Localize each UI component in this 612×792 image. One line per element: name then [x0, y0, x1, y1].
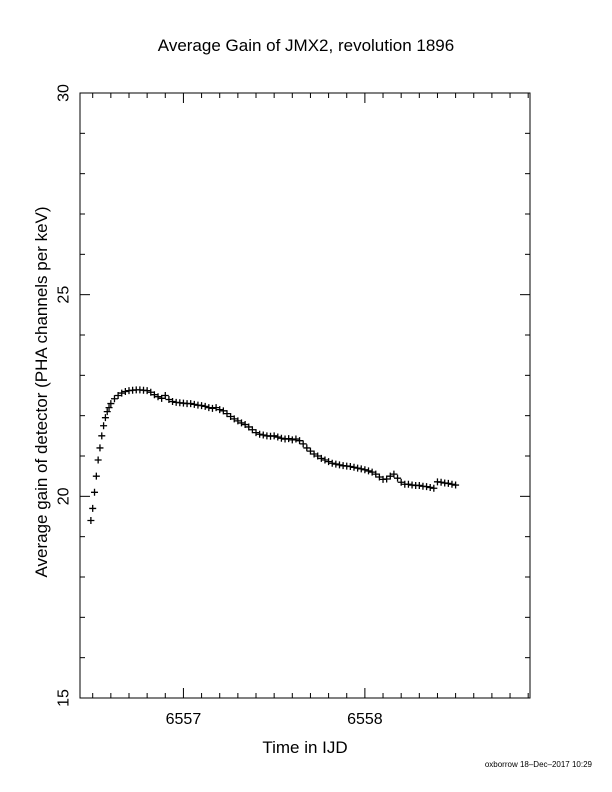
y-tick-label: 30	[56, 84, 73, 102]
data-point	[212, 404, 220, 412]
data-point	[143, 387, 151, 395]
data-point	[256, 430, 264, 438]
data-point	[328, 459, 336, 467]
data-point	[100, 422, 108, 430]
data-point	[383, 475, 391, 483]
data-point	[292, 435, 300, 443]
data-point	[325, 458, 333, 466]
data-point	[248, 426, 256, 434]
data-point	[332, 460, 340, 468]
data-point	[303, 444, 311, 452]
data-point	[89, 504, 97, 512]
data-point	[110, 395, 118, 403]
data-point	[372, 470, 380, 478]
data-point	[274, 433, 282, 441]
data-point	[357, 465, 365, 473]
data-point	[92, 472, 100, 480]
data-point	[448, 480, 456, 488]
data-point	[107, 400, 115, 408]
data-point	[426, 483, 434, 491]
data-point	[317, 454, 325, 462]
data-point	[299, 440, 307, 448]
data-point	[394, 474, 402, 482]
data-point	[219, 407, 227, 415]
data-point	[208, 404, 216, 412]
data-point	[237, 419, 245, 427]
y-tick-label: 25	[56, 286, 73, 304]
data-point	[165, 396, 173, 404]
data-point	[270, 432, 278, 440]
data-point	[415, 481, 423, 489]
data-point	[101, 414, 109, 422]
data-point	[437, 478, 445, 486]
x-tick-label: 6557	[166, 711, 202, 728]
data-point	[91, 488, 99, 496]
data-point	[444, 479, 452, 487]
tick-labels: 6557 6558 15 20 25 30	[56, 84, 383, 728]
data-point	[259, 431, 267, 439]
data-point	[386, 472, 394, 480]
data-point	[234, 417, 242, 425]
data-point	[105, 404, 113, 412]
data-point	[397, 478, 405, 486]
y-tick-label: 15	[56, 689, 73, 707]
data-point	[375, 473, 383, 481]
data-point	[321, 456, 329, 464]
data-point	[154, 393, 162, 401]
data-point	[230, 415, 238, 423]
data-points	[87, 386, 460, 525]
data-point	[158, 394, 166, 402]
data-point	[187, 400, 195, 408]
data-point	[216, 406, 224, 414]
data-point	[190, 400, 198, 408]
x-tick-label: 6558	[347, 711, 383, 728]
data-point	[96, 444, 104, 452]
data-point	[365, 467, 373, 475]
chart-title: Average Gain of JMX2, revolution 1896	[157, 36, 455, 55]
data-point	[118, 389, 126, 397]
data-point	[252, 429, 260, 437]
data-point	[205, 404, 213, 412]
data-point	[430, 484, 438, 492]
data-point	[114, 392, 122, 399]
data-point	[285, 435, 293, 443]
data-point	[390, 470, 398, 478]
axis-ticks	[80, 92, 530, 699]
data-point	[310, 450, 318, 458]
data-point	[452, 481, 460, 489]
data-point	[277, 434, 285, 442]
data-point	[201, 402, 209, 410]
data-point	[147, 388, 155, 396]
data-point	[350, 463, 358, 471]
data-point	[150, 391, 158, 399]
data-point	[103, 408, 111, 416]
x-axis-label: Time in IJD	[262, 738, 348, 757]
y-tick-label: 20	[56, 487, 73, 505]
data-point	[296, 437, 304, 445]
data-point	[404, 480, 412, 488]
data-point	[87, 517, 95, 525]
data-point	[227, 412, 235, 420]
data-point	[368, 468, 376, 476]
data-point	[121, 387, 129, 395]
data-point	[241, 421, 249, 429]
data-point	[346, 462, 354, 470]
data-point	[223, 410, 231, 418]
data-point	[423, 483, 431, 491]
data-point	[245, 423, 253, 431]
data-point	[361, 466, 369, 474]
data-point	[198, 402, 206, 410]
data-point	[314, 452, 322, 460]
data-point	[335, 461, 343, 469]
data-point	[94, 456, 102, 464]
plot-frame	[79, 92, 531, 699]
data-point	[161, 392, 169, 399]
footer-timestamp: oxborrow 18–Dec–2017 10:29	[484, 760, 592, 769]
data-point	[288, 436, 296, 444]
data-point	[169, 398, 177, 406]
data-point	[354, 464, 362, 472]
data-point	[98, 432, 106, 440]
data-point	[306, 447, 314, 455]
